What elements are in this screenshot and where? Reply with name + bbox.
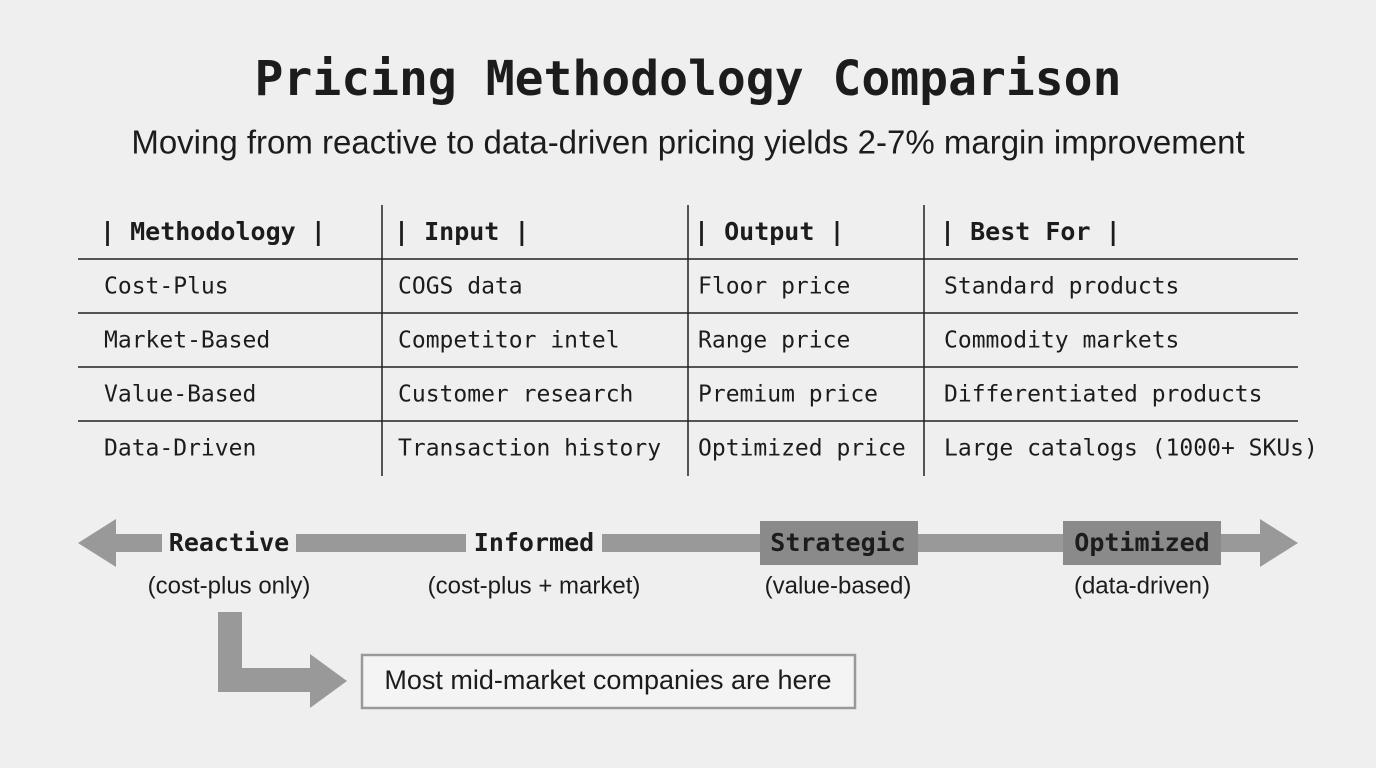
- table-cell: Transaction history: [398, 436, 661, 462]
- table-cell: Data-Driven: [104, 436, 256, 462]
- table-cell: Commodity markets: [944, 328, 1179, 354]
- stage-box: [1063, 521, 1221, 565]
- subtitle: Moving from reactive to data-driven pric…: [131, 124, 1244, 161]
- stage-label: Strategic: [770, 528, 905, 557]
- table-cell: Differentiated products: [944, 382, 1263, 408]
- header-cell: | Best For |: [940, 217, 1121, 246]
- table-cell: COGS data: [398, 274, 523, 300]
- table-cell: Competitor intel: [398, 328, 620, 354]
- stage-label: Optimized: [1074, 528, 1209, 557]
- stage-note: (data-driven): [1074, 572, 1210, 599]
- arrow-head: [1260, 519, 1298, 567]
- callout-box: [360, 653, 857, 710]
- table: | Methodology | | Input | | Output | | Best…: [100, 217, 1318, 462]
- table-grid: [78, 205, 1298, 476]
- table-cell: Standard products: [944, 274, 1179, 300]
- callout-text: Most mid-market companies are here: [384, 665, 831, 695]
- table-cell: Range price: [698, 328, 850, 354]
- table-cell: Customer research: [398, 382, 633, 408]
- arrow-head: [78, 519, 116, 567]
- spectrum-stages: Reactive (cost-plus only) Informed (cost-pl…: [148, 528, 1210, 599]
- stage-note: (value-based): [765, 572, 912, 599]
- arrow-shaft: [218, 668, 312, 692]
- header-cell: | Methodology |: [100, 217, 326, 246]
- table-cell: Optimized price: [698, 436, 906, 462]
- table-cell: Cost-Plus: [104, 274, 229, 300]
- arrow-head: [310, 654, 347, 708]
- title: Pricing Methodology Comparison: [255, 51, 1122, 107]
- stage-box: [162, 522, 296, 564]
- header-cell: | Output |: [694, 217, 845, 246]
- table-cell: Value-Based: [104, 382, 256, 408]
- header-cell: | Input |: [394, 217, 529, 246]
- table-cell: Premium price: [698, 382, 878, 408]
- arrow-shaft: [112, 534, 1264, 552]
- table-cell: Market-Based: [104, 328, 270, 354]
- stage-box: [466, 522, 602, 564]
- stage-note: (cost-plus only): [148, 572, 311, 599]
- table-cell: Large catalogs (1000+ SKUs): [944, 436, 1318, 462]
- table-cell: Floor price: [698, 274, 850, 300]
- stage-box: [760, 521, 918, 565]
- stage-label: Informed: [474, 528, 594, 557]
- spectrum-arrow: [78, 519, 1298, 567]
- stage-label: Reactive: [169, 528, 289, 557]
- stage-note: (cost-plus + market): [428, 572, 641, 599]
- pointer-arrow: [218, 612, 347, 708]
